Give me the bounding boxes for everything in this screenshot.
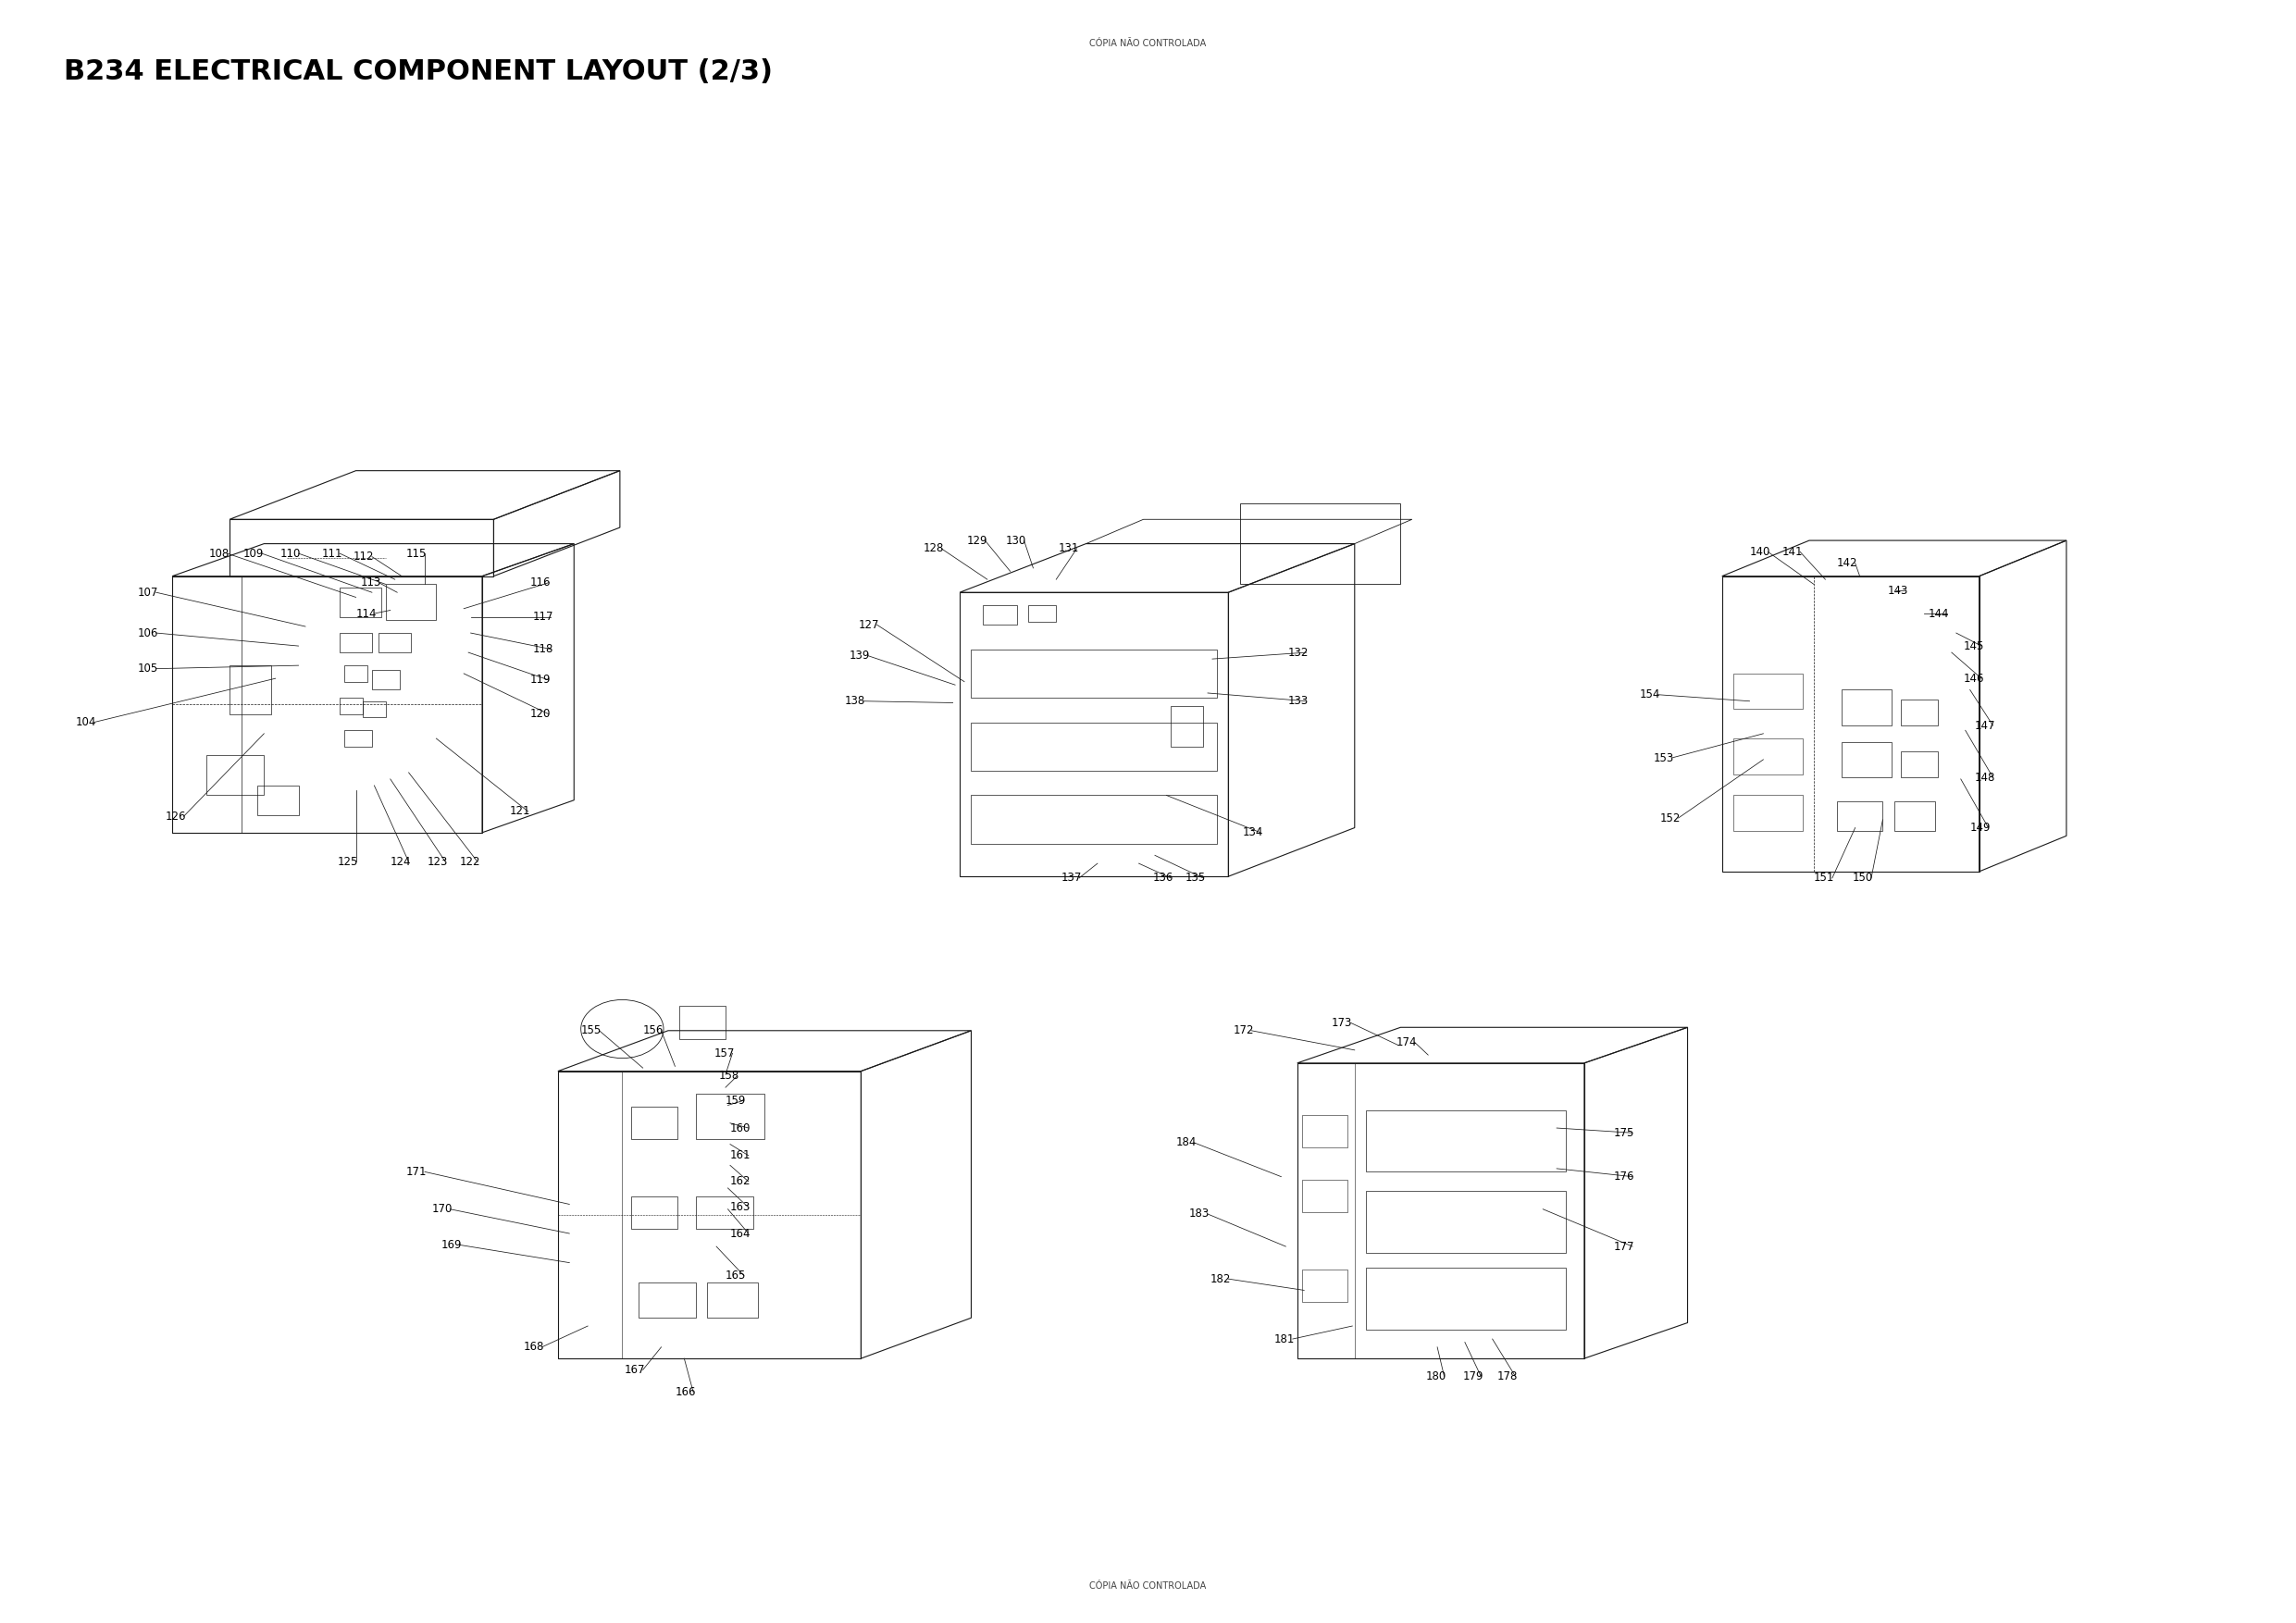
Text: 135: 135 [1185, 872, 1205, 885]
Text: 139: 139 [850, 649, 870, 662]
Text: 125: 125 [338, 855, 358, 868]
Text: 174: 174 [1396, 1035, 1417, 1048]
Text: 124: 124 [390, 855, 411, 868]
Text: 107: 107 [138, 586, 158, 599]
Text: 104: 104 [76, 716, 96, 729]
Text: 184: 184 [1176, 1136, 1196, 1149]
Text: 162: 162 [730, 1175, 751, 1188]
Text: 165: 165 [726, 1269, 746, 1282]
Text: 173: 173 [1332, 1016, 1352, 1029]
Text: 178: 178 [1497, 1370, 1518, 1383]
Text: 146: 146 [1963, 672, 1984, 685]
Text: 140: 140 [1750, 545, 1770, 558]
Text: 148: 148 [1975, 771, 1995, 784]
Text: 105: 105 [138, 662, 158, 675]
Text: 147: 147 [1975, 719, 1995, 732]
Text: 109: 109 [243, 547, 264, 560]
Text: CÓPIA NÃO CONTROLADA: CÓPIA NÃO CONTROLADA [1091, 39, 1205, 49]
Text: 116: 116 [530, 576, 551, 589]
Text: 144: 144 [1929, 607, 1949, 620]
Text: 169: 169 [441, 1238, 461, 1251]
Text: 131: 131 [1058, 542, 1079, 555]
Text: 141: 141 [1782, 545, 1802, 558]
Text: 163: 163 [730, 1201, 751, 1214]
Text: 123: 123 [427, 855, 448, 868]
Text: 179: 179 [1463, 1370, 1483, 1383]
Text: 121: 121 [510, 805, 530, 818]
Text: 142: 142 [1837, 557, 1857, 570]
Text: 120: 120 [530, 708, 551, 721]
Text: 161: 161 [730, 1149, 751, 1162]
Text: 176: 176 [1614, 1170, 1635, 1183]
Text: 167: 167 [625, 1363, 645, 1376]
Text: 112: 112 [354, 550, 374, 563]
Text: 168: 168 [523, 1341, 544, 1354]
Text: 143: 143 [1887, 584, 1908, 597]
Text: 160: 160 [730, 1121, 751, 1134]
Text: 129: 129 [967, 534, 987, 547]
Text: 136: 136 [1153, 872, 1173, 885]
Text: 175: 175 [1614, 1126, 1635, 1139]
Text: 182: 182 [1210, 1272, 1231, 1285]
Text: 114: 114 [356, 607, 377, 620]
Text: 158: 158 [719, 1070, 739, 1083]
Text: 180: 180 [1426, 1370, 1446, 1383]
Text: 159: 159 [726, 1094, 746, 1107]
Text: 110: 110 [280, 547, 301, 560]
Text: 171: 171 [406, 1165, 427, 1178]
Text: 134: 134 [1242, 826, 1263, 839]
Text: 157: 157 [714, 1047, 735, 1060]
Text: 170: 170 [432, 1203, 452, 1216]
Text: 149: 149 [1970, 821, 1991, 834]
Text: 166: 166 [675, 1386, 696, 1399]
Text: 111: 111 [321, 547, 342, 560]
Text: 150: 150 [1853, 872, 1874, 885]
Text: 151: 151 [1814, 872, 1835, 885]
Text: 127: 127 [859, 618, 879, 631]
Text: 153: 153 [1653, 751, 1674, 764]
Text: 115: 115 [406, 547, 427, 560]
Text: 137: 137 [1061, 872, 1081, 885]
Text: 128: 128 [923, 542, 944, 555]
Text: 154: 154 [1639, 688, 1660, 701]
Text: 152: 152 [1660, 812, 1681, 824]
Text: CÓPIA NÃO CONTROLADA: CÓPIA NÃO CONTROLADA [1091, 1581, 1205, 1591]
Text: 132: 132 [1288, 646, 1309, 659]
Text: 172: 172 [1233, 1024, 1254, 1037]
Text: 183: 183 [1189, 1208, 1210, 1220]
Text: 113: 113 [360, 576, 381, 589]
Text: 181: 181 [1274, 1332, 1295, 1345]
Text: 156: 156 [643, 1024, 664, 1037]
Text: 155: 155 [581, 1024, 602, 1037]
Text: B234 ELECTRICAL COMPONENT LAYOUT (2/3): B234 ELECTRICAL COMPONENT LAYOUT (2/3) [64, 58, 774, 86]
Text: 133: 133 [1288, 695, 1309, 708]
Text: 106: 106 [138, 626, 158, 639]
Text: 130: 130 [1006, 534, 1026, 547]
Text: 138: 138 [845, 695, 866, 708]
Text: 108: 108 [209, 547, 230, 560]
Text: 122: 122 [459, 855, 480, 868]
Text: 118: 118 [533, 643, 553, 656]
Text: 126: 126 [165, 810, 186, 823]
Text: 117: 117 [533, 610, 553, 623]
Text: 119: 119 [530, 674, 551, 687]
Text: 177: 177 [1614, 1240, 1635, 1253]
Text: 145: 145 [1963, 639, 1984, 652]
Text: 164: 164 [730, 1227, 751, 1240]
